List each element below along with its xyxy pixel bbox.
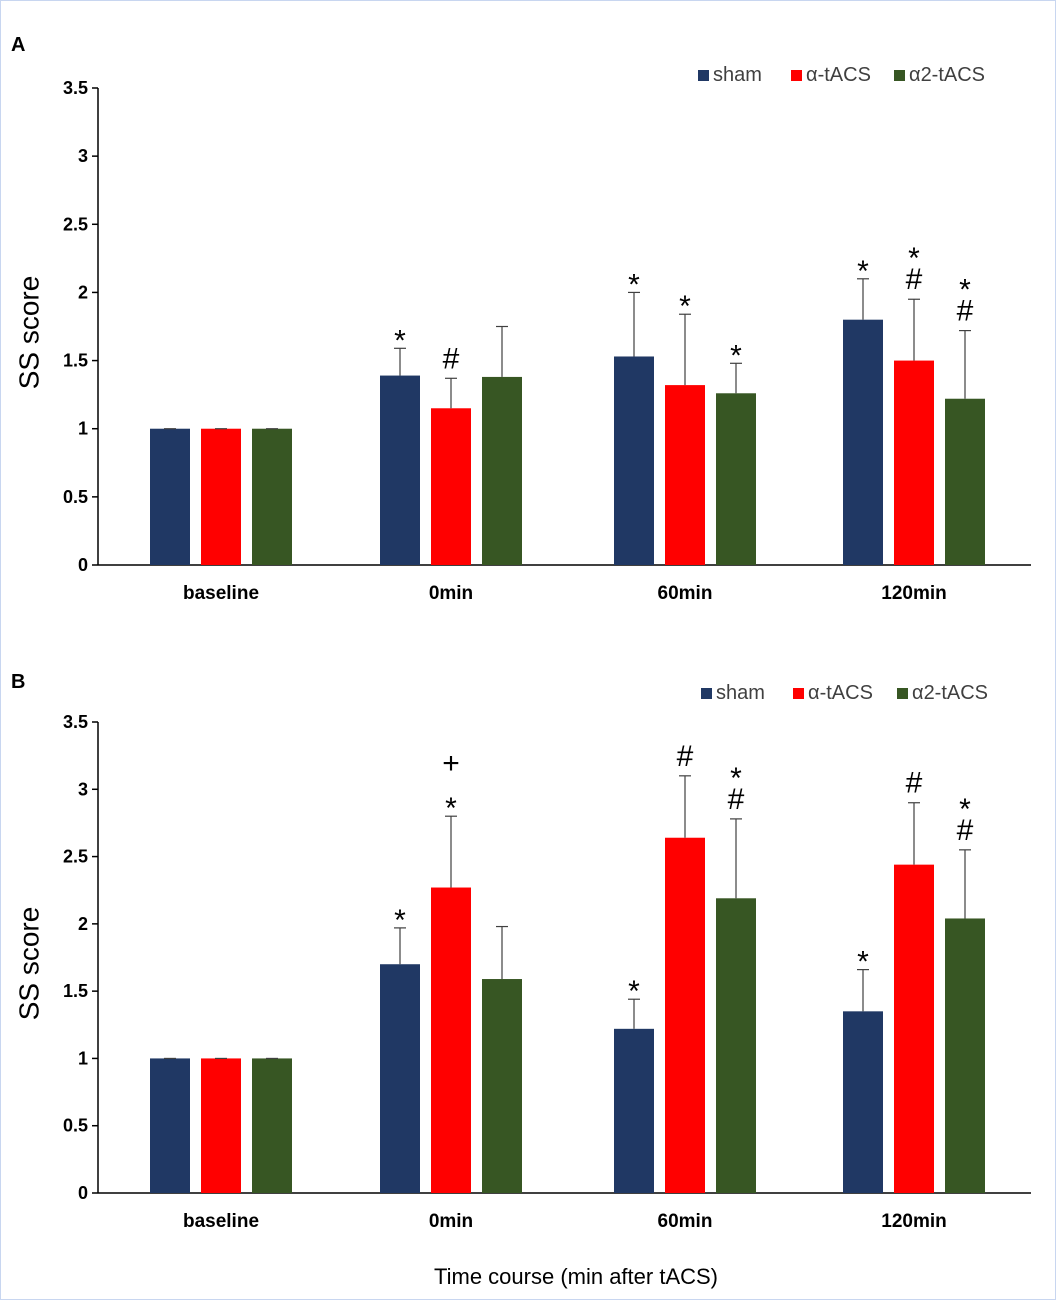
bar-b-2-0 — [252, 1058, 292, 1193]
significance-marker: * — [394, 904, 406, 937]
bar-a-2-1 — [482, 376, 522, 565]
bar-b-0-2 — [614, 1028, 654, 1193]
significance-marker: * # — [957, 274, 974, 328]
x-tick-label: baseline — [183, 583, 259, 604]
x-tick-label: 120min — [881, 1211, 946, 1232]
legend-label-1: α-tACS — [808, 682, 873, 704]
x-tick-label: 0min — [429, 1211, 473, 1232]
y-tick-label: 0.5 — [63, 487, 88, 507]
legend-label-1: α-tACS — [806, 64, 871, 86]
significance-marker: * — [394, 324, 406, 357]
significance-marker: * — [730, 339, 742, 372]
significance-marker: * — [628, 268, 640, 301]
bar-b-1-0 — [201, 1058, 241, 1193]
bar-b-1-3 — [894, 864, 934, 1193]
y-axis-label-b: SS score — [13, 907, 44, 1021]
legend-label-0: sham — [713, 64, 762, 86]
significance-marker: * — [679, 290, 691, 323]
bar-b-2-1 — [482, 979, 522, 1193]
y-tick-label: 3 — [78, 146, 88, 166]
bar-b-2-2 — [716, 898, 756, 1193]
legend-label-2: α2-tACS — [912, 682, 988, 704]
bar-b-0-1 — [380, 964, 420, 1193]
y-tick-label: 1 — [78, 1048, 88, 1068]
bar-a-1-3 — [894, 360, 934, 565]
x-tick-label: baseline — [183, 1211, 259, 1232]
x-tick-label: 0min — [429, 583, 473, 604]
y-tick-label: 1.5 — [63, 351, 88, 371]
legend-swatch-2 — [897, 688, 908, 699]
significance-marker: * — [857, 255, 869, 288]
significance-marker: * — [628, 975, 640, 1008]
bar-b-0-3 — [843, 1011, 883, 1193]
legend-label-2: α2-tACS — [909, 64, 985, 86]
y-tick-label: 2.5 — [63, 214, 88, 234]
bar-a-1-0 — [201, 428, 241, 565]
significance-marker: + * — [442, 747, 460, 825]
significance-marker: * # — [728, 762, 745, 816]
bar-a-2-3 — [945, 398, 985, 565]
significance-marker: # — [906, 767, 923, 800]
y-tick-label: 0 — [78, 555, 88, 575]
y-tick-label: 1.5 — [63, 981, 88, 1001]
y-tick-label: 2 — [78, 282, 88, 302]
legend-swatch-1 — [791, 70, 802, 81]
y-tick-label: 2.5 — [63, 847, 88, 867]
bar-b-1-1 — [431, 887, 471, 1193]
bar-a-0-2 — [614, 356, 654, 565]
bar-a-2-0 — [252, 428, 292, 565]
panel-letter-a: A — [11, 34, 25, 56]
bar-a-0-3 — [843, 319, 883, 565]
bar-b-2-3 — [945, 918, 985, 1193]
x-axis-title: Time course (min after tACS) — [434, 1264, 718, 1289]
legend-label-0: sham — [716, 682, 765, 704]
x-tick-label: 120min — [881, 583, 946, 604]
panel-letter-b: B — [11, 671, 25, 693]
significance-marker: * — [857, 946, 869, 979]
legend-swatch-0 — [701, 688, 712, 699]
significance-marker: * # — [906, 242, 923, 296]
bar-b-0-0 — [150, 1058, 190, 1193]
legend-swatch-1 — [793, 688, 804, 699]
y-tick-label: 2 — [78, 914, 88, 934]
x-tick-label: 60min — [658, 1211, 713, 1232]
y-tick-label: 0.5 — [63, 1116, 88, 1136]
bar-a-1-1 — [431, 408, 471, 565]
y-tick-label: 3.5 — [63, 78, 88, 98]
y-tick-label: 1 — [78, 419, 88, 439]
legend-swatch-2 — [894, 70, 905, 81]
bar-a-0-1 — [380, 375, 420, 565]
significance-marker: # — [677, 740, 694, 773]
x-tick-label: 60min — [658, 583, 713, 604]
legend-swatch-0 — [698, 70, 709, 81]
bar-a-1-2 — [665, 385, 705, 565]
y-tick-label: 3.5 — [63, 712, 88, 732]
bar-b-1-2 — [665, 837, 705, 1193]
significance-marker: # — [443, 342, 460, 375]
significance-marker: * # — [957, 793, 974, 847]
bar-a-2-2 — [716, 393, 756, 565]
y-tick-label: 3 — [78, 779, 88, 799]
y-tick-label: 0 — [78, 1183, 88, 1203]
bar-a-0-0 — [150, 428, 190, 565]
y-axis-label-a: SS score — [13, 276, 44, 390]
